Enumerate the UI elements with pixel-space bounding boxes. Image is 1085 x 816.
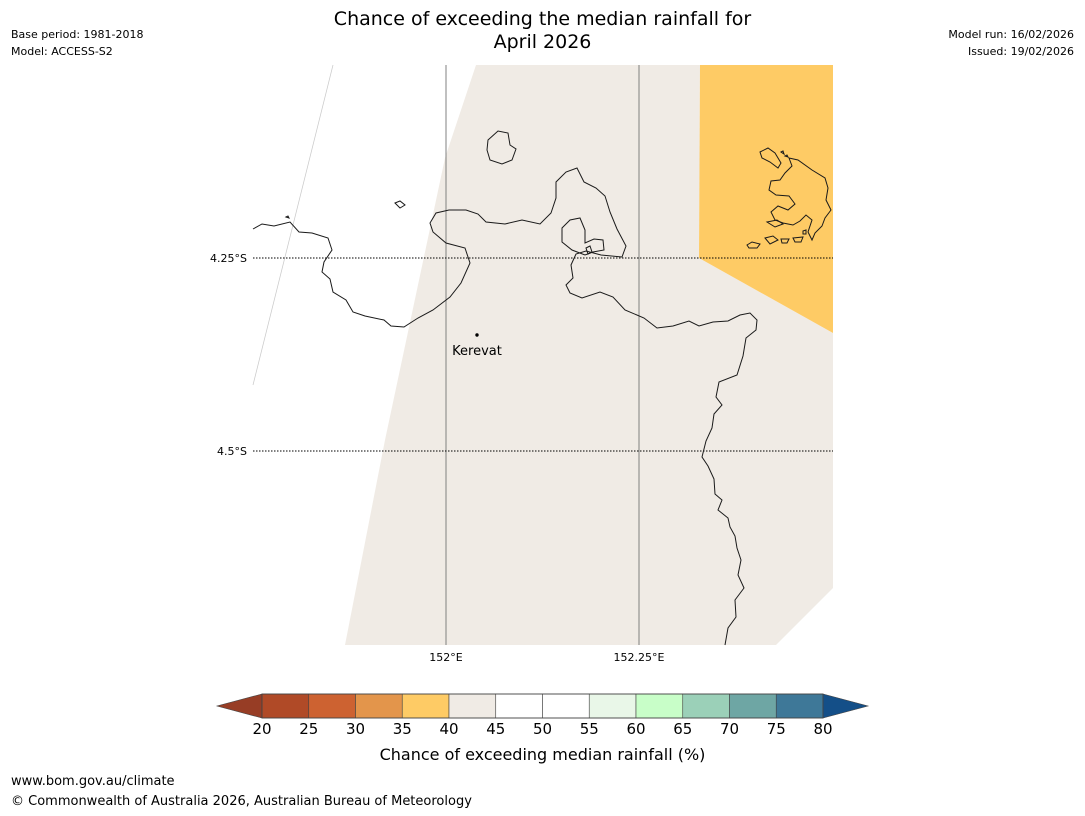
place-label-kerevat: Kerevat <box>452 344 502 359</box>
map-title-line-1: Chance of exceeding the median rainfall … <box>333 8 752 30</box>
map-title-line-2: April 2026 <box>493 31 592 53</box>
lon-label-152-25e: 152.25°E <box>614 651 665 664</box>
colorbar-tick-65: 65 <box>673 720 693 738</box>
colorbar-tick-60: 60 <box>626 720 646 738</box>
lat-label-4-25s: 4.25°S <box>210 252 247 265</box>
colorbar-cell-40-45 <box>448 693 497 719</box>
colorbar-frame <box>261 693 824 719</box>
colorbar-cell-50-55 <box>542 693 590 719</box>
colorbar-over-arrow <box>822 693 870 719</box>
colorbar-tick-30: 30 <box>345 720 366 738</box>
colorbar-cell-20-25 <box>261 693 310 719</box>
colorbar-tick-labels: 20 25 30 35 40 45 50 55 60 65 70 75 80 <box>0 720 1085 740</box>
coastline-small-islet-3 <box>585 245 593 255</box>
base-period-text: Base period: 1981-2018 <box>11 28 144 41</box>
colorbar-tick-70: 70 <box>719 720 740 738</box>
coastline-small-islet-1 <box>394 200 406 209</box>
colorbar-tick-25: 25 <box>299 720 319 738</box>
colorbar-cell-45-50 <box>495 693 543 719</box>
colorbar-cell-55-60 <box>588 693 637 719</box>
colorbar-tick-50: 50 <box>532 720 553 738</box>
coastline-small-islands-east <box>746 150 807 249</box>
lon-label-152e: 152°E <box>429 651 462 664</box>
probability-region-35-40 <box>699 65 833 333</box>
colorbar-cell-75-80 <box>775 693 824 719</box>
colorbar-tick-75: 75 <box>766 720 786 738</box>
place-marker-icon <box>475 333 479 337</box>
coastline-inner-bay <box>561 217 605 256</box>
colorbar-under-arrow <box>215 693 263 719</box>
coastline-small-islet-2 <box>284 215 290 219</box>
colorbar-cell-70-75 <box>729 693 777 719</box>
colorbar-tick-80: 80 <box>813 720 833 738</box>
colorbar-tick-20: 20 <box>252 720 272 738</box>
footer-url: www.bom.gov.au/climate <box>11 774 175 789</box>
colorbar-tick-35: 35 <box>392 720 412 738</box>
lat-label-4-5s: 4.5°S <box>217 445 247 458</box>
model-run-text: Model run: 16/02/2026 <box>948 28 1074 41</box>
colorbar-cell-65-70 <box>682 693 730 719</box>
metadata-right: Model run: 16/02/2026 Issued: 19/02/2026 <box>948 26 1074 60</box>
coastline-duke-of-york-islet <box>486 130 517 165</box>
colorbar-cell-30-35 <box>355 693 403 719</box>
colorbar-tick-55: 55 <box>579 720 599 738</box>
colorbar-cell-35-40 <box>401 693 450 719</box>
colorbar <box>215 693 870 719</box>
footer-copyright: © Commonwealth of Australia 2026, Austra… <box>11 794 472 809</box>
issued-text: Issued: 19/02/2026 <box>967 45 1074 58</box>
colorbar-cell-60-65 <box>635 693 684 719</box>
colorbar-tick-45: 45 <box>486 720 506 738</box>
colorbar-tick-40: 40 <box>439 720 459 738</box>
map-title: Chance of exceeding the median rainfall … <box>0 8 1085 54</box>
model-text: Model: ACCESS-S2 <box>11 45 113 58</box>
coastline-gazelle-peninsula <box>252 167 758 646</box>
colorbar-cell-25-30 <box>308 693 356 719</box>
coastline-new-ireland-tip <box>759 147 832 242</box>
metadata-left: Base period: 1981-2018 Model: ACCESS-S2 <box>11 26 143 60</box>
coastlines <box>252 130 832 646</box>
colorbar-label: Chance of exceeding median rainfall (%) <box>379 745 706 764</box>
